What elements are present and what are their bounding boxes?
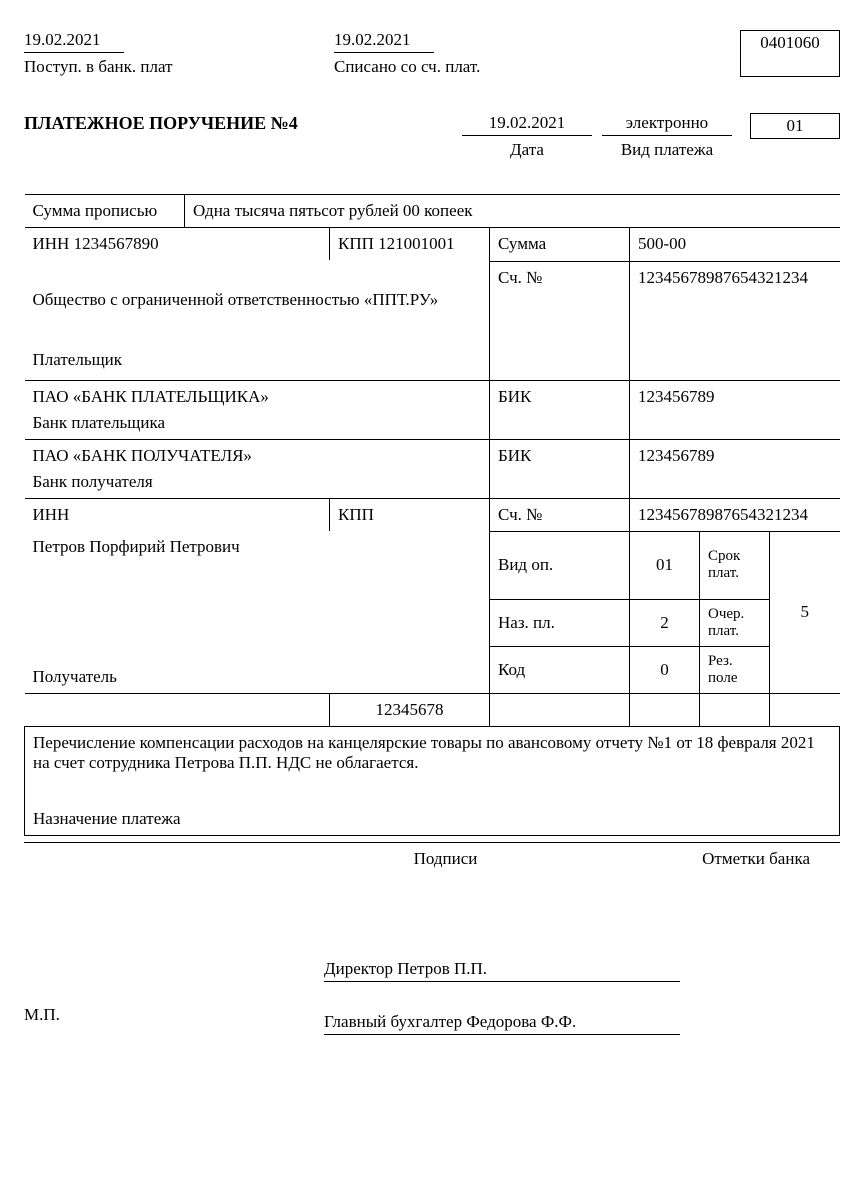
sum-value: 500-00: [630, 228, 840, 262]
sum-label: Сумма: [490, 228, 630, 262]
srok-label: Срок плат.: [700, 531, 770, 599]
code-01: 01: [750, 113, 840, 139]
doc-date: 19.02.2021: [462, 113, 592, 136]
signatures-col2: Отметки банка: [567, 849, 840, 869]
payer-bank-cell: ПАО «БАНК ПЛАТЕЛЬЩИКА» Банк плательщика: [25, 380, 490, 439]
extra-blank-4: [700, 693, 770, 726]
written-off-date: 19.02.2021: [334, 30, 434, 53]
payee-kpp: КПП: [330, 498, 490, 531]
written-off-label: Списано со сч. плат.: [334, 57, 534, 77]
header-row: 19.02.2021 Поступ. в банк. плат 19.02.20…: [24, 30, 840, 77]
payer-inn: ИНН 1234567890: [25, 228, 330, 261]
payer-bank-caption: Банк плательщика: [33, 413, 482, 433]
bank-in-date: 19.02.2021: [24, 30, 124, 53]
doc-date-block: 19.02.2021 Дата: [462, 113, 592, 160]
naz-pl-label: Наз. пл.: [490, 599, 630, 646]
payer-kpp: КПП 121001001: [330, 228, 490, 261]
pay-type-block: электронно Вид платежа: [602, 113, 732, 160]
payee-bank-cell: ПАО «БАНК ПОЛУЧАТЕЛЯ» Банк получателя: [25, 439, 490, 498]
bank-in-block: 19.02.2021 Поступ. в банк. плат: [24, 30, 224, 77]
doc-date-label: Дата: [462, 140, 592, 160]
payer-bank-bic: 123456789: [630, 380, 840, 439]
extra-blank-2: [490, 693, 630, 726]
director-sig: Директор Петров П.П.: [324, 959, 680, 982]
sum-words-value: Одна тысяча пятьсот рублей 00 копеек: [185, 195, 840, 228]
extra-blank-1: [25, 693, 330, 726]
pay-type: электронно: [602, 113, 732, 136]
payer-account: 12345678987654321234: [630, 262, 840, 380]
purpose-text: Перечисление компенсации расходов на кан…: [25, 726, 840, 779]
payee-bank-bic: 123456789: [630, 439, 840, 498]
extra-blank-3: [630, 693, 700, 726]
naz-pl: 2: [630, 599, 700, 646]
kod: 0: [630, 646, 700, 693]
payer-account-label: Сч. №: [490, 262, 630, 380]
written-off-block: 19.02.2021 Списано со сч. плат.: [334, 30, 534, 77]
payee-account-label: Сч. №: [490, 498, 630, 531]
ocher-label: Очер. плат.: [700, 599, 770, 646]
payer-bank-name: ПАО «БАНК ПЛАТЕЛЬЩИКА»: [33, 387, 482, 407]
doc-title: ПЛАТЕЖНОЕ ПОРУЧЕНИЕ №4: [24, 113, 452, 134]
rez-label: Рез. поле: [700, 646, 770, 693]
signatures-block: М.П. Директор Петров П.П. Главный бухгал…: [24, 929, 840, 1035]
bank-in-label: Поступ. в банк. плат: [24, 57, 224, 77]
payer-caption: Плательщик: [33, 350, 482, 370]
title-row: ПЛАТЕЖНОЕ ПОРУЧЕНИЕ №4 19.02.2021 Дата э…: [24, 113, 840, 160]
extra-blank-5: [770, 693, 840, 726]
main-table: Сумма прописью Одна тысяча пятьсот рубле…: [24, 194, 840, 836]
sum-words-label: Сумма прописью: [25, 195, 185, 228]
mp-stamp: М.П.: [24, 1005, 84, 1025]
signatures-header: Подписи Отметки банка: [24, 842, 840, 869]
vid-op-label: Вид оп.: [490, 531, 630, 599]
payer-bank-bic-label: БИК: [490, 380, 630, 439]
payee-caption: Получатель: [33, 667, 482, 687]
purpose-label: Назначение платежа: [25, 779, 840, 836]
payee-bank-bic-label: БИК: [490, 439, 630, 498]
form-code: 0401060: [740, 30, 840, 77]
accountant-sig: Главный бухгалтер Федорова Ф.Ф.: [324, 1012, 680, 1035]
payee-name: Петров Порфирий Петрович: [33, 537, 482, 557]
payee-bank-name: ПАО «БАНК ПОЛУЧАТЕЛЯ»: [33, 446, 482, 466]
payer-name-cell: Общество с ограниченной ответственностью…: [25, 260, 490, 380]
payee-bank-caption: Банк получателя: [33, 472, 482, 492]
signatures-col1: Подписи: [324, 849, 567, 869]
ocher-value: 5: [770, 531, 840, 693]
payee-name-cell: Петров Порфирий Петрович Получатель: [25, 531, 490, 694]
kod-label: Код: [490, 646, 630, 693]
payee-account: 12345678987654321234: [630, 498, 840, 531]
payee-inn: ИНН: [25, 498, 330, 531]
vid-op: 01: [630, 531, 700, 599]
payer-name: Общество с ограниченной ответственностью…: [33, 290, 482, 310]
pay-type-label: Вид платежа: [602, 140, 732, 160]
extra-code: 12345678: [330, 693, 490, 726]
